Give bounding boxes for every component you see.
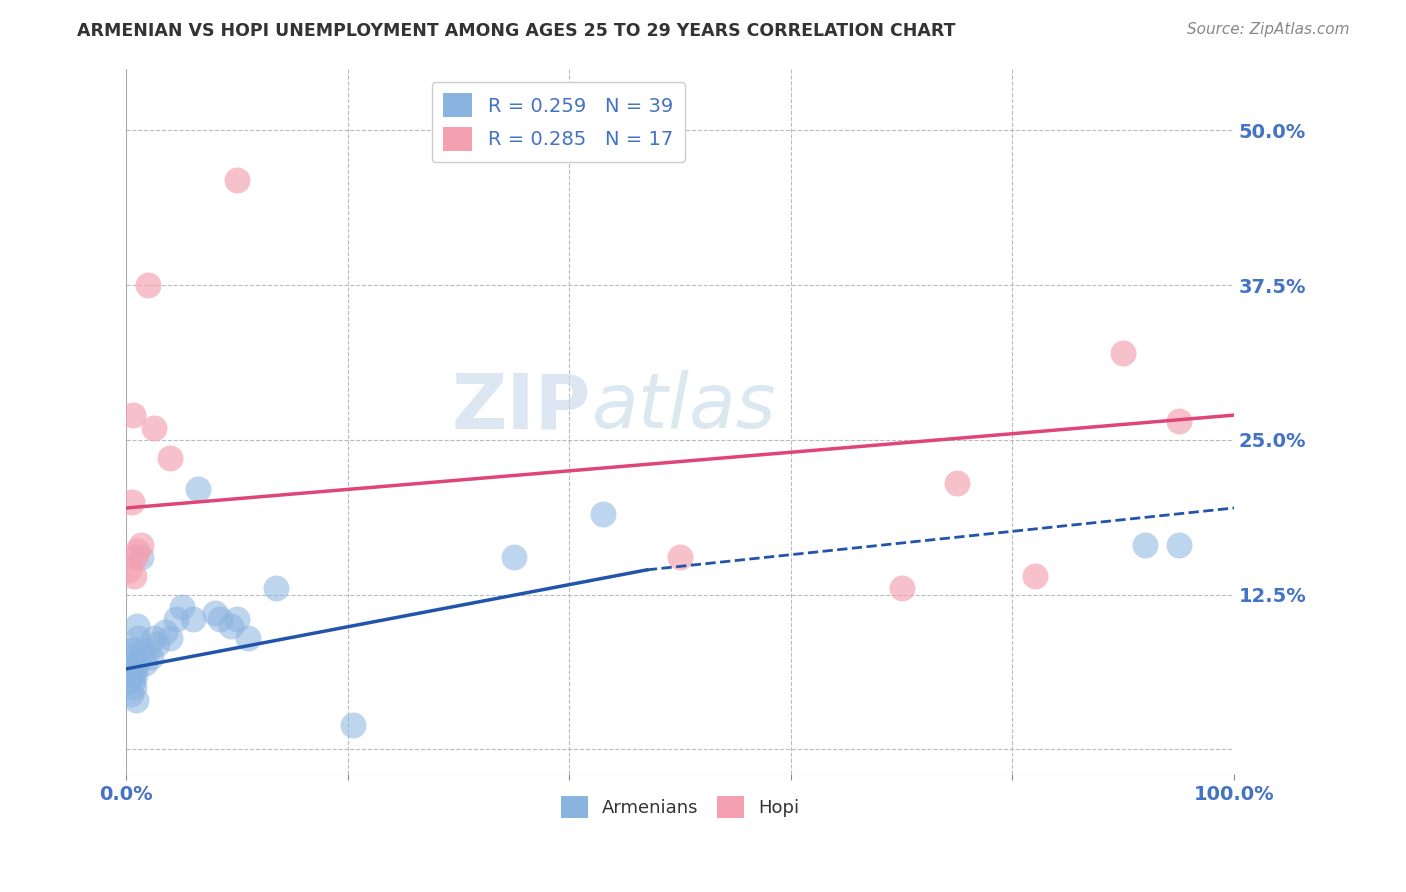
Point xyxy=(118,563,141,577)
Point xyxy=(129,538,152,552)
Text: Source: ZipAtlas.com: Source: ZipAtlas.com xyxy=(1187,22,1350,37)
Point xyxy=(120,687,142,701)
Point xyxy=(129,550,152,565)
Point xyxy=(221,618,243,632)
Point xyxy=(1112,346,1135,360)
Point xyxy=(121,649,143,664)
Point xyxy=(146,637,169,651)
Point xyxy=(139,649,162,664)
Point xyxy=(120,656,142,670)
Point xyxy=(127,656,149,670)
Point xyxy=(136,643,159,657)
Point xyxy=(592,507,614,521)
Point xyxy=(121,495,143,509)
Point xyxy=(124,668,146,682)
Point xyxy=(890,582,912,596)
Point xyxy=(122,643,145,657)
Text: atlas: atlas xyxy=(592,370,776,444)
Point xyxy=(181,612,204,626)
Point xyxy=(127,631,149,645)
Point xyxy=(142,631,165,645)
Point xyxy=(124,550,146,565)
Point xyxy=(1135,538,1157,552)
Point xyxy=(1024,569,1046,583)
Point xyxy=(503,550,526,565)
Point xyxy=(134,656,156,670)
Point xyxy=(125,693,148,707)
Point xyxy=(226,612,249,626)
Point xyxy=(209,612,232,626)
Point xyxy=(159,451,181,466)
Point xyxy=(121,674,143,689)
Point xyxy=(121,668,143,682)
Point xyxy=(122,569,145,583)
Point xyxy=(226,173,249,187)
Point xyxy=(127,618,149,632)
Point xyxy=(170,600,193,615)
Point xyxy=(669,550,692,565)
Point xyxy=(122,681,145,695)
Point xyxy=(124,662,146,676)
Point xyxy=(118,674,141,689)
Point xyxy=(159,631,181,645)
Point xyxy=(342,717,364,731)
Point xyxy=(1167,538,1189,552)
Point xyxy=(946,476,969,491)
Point xyxy=(236,631,259,645)
Point xyxy=(153,624,176,639)
Point xyxy=(142,420,165,434)
Point xyxy=(121,643,143,657)
Point xyxy=(187,483,209,497)
Point xyxy=(165,612,187,626)
Text: ARMENIAN VS HOPI UNEMPLOYMENT AMONG AGES 25 TO 29 YEARS CORRELATION CHART: ARMENIAN VS HOPI UNEMPLOYMENT AMONG AGES… xyxy=(77,22,956,40)
Point xyxy=(132,643,155,657)
Point xyxy=(204,606,226,620)
Point xyxy=(264,582,287,596)
Point xyxy=(127,544,149,558)
Point xyxy=(136,278,159,293)
Point xyxy=(1167,414,1189,428)
Text: ZIP: ZIP xyxy=(451,370,592,444)
Point xyxy=(121,408,143,422)
Legend: Armenians, Hopi: Armenians, Hopi xyxy=(554,789,807,825)
